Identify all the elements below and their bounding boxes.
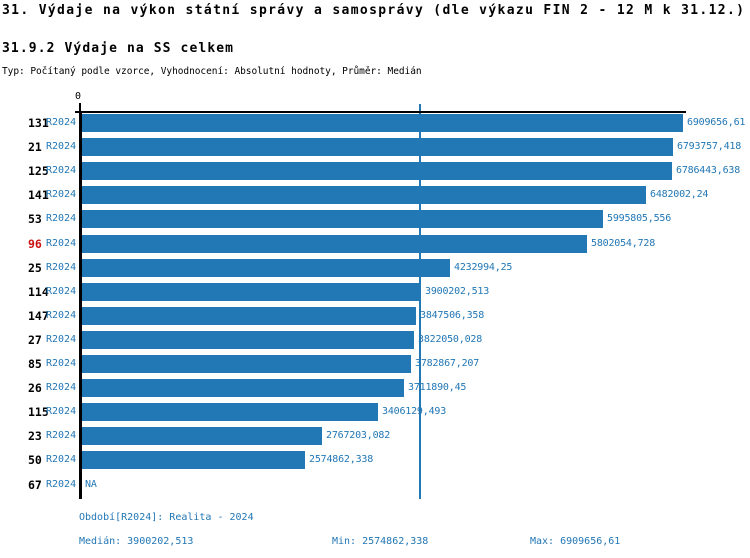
chart-row: 96 R2024 5802054,728 — [0, 234, 750, 253]
row-category-label: 50 — [28, 453, 42, 468]
bar-value-label: 3822050,028 — [418, 333, 483, 345]
bar — [81, 306, 416, 325]
footer-median-value: Medián: 3900202,513 — [79, 536, 194, 547]
bar — [81, 451, 305, 470]
row-period-label: R2024 — [46, 237, 77, 249]
row-period-label: R2024 — [46, 382, 77, 394]
row-period-label: R2024 — [46, 454, 77, 466]
bar-value-label: 3711890,45 — [408, 382, 467, 394]
row-category-label: 131 — [28, 116, 49, 130]
bar-value-label: 4232994,25 — [454, 261, 513, 273]
row-category-label: 141 — [28, 188, 49, 203]
row-period-label: R2024 — [46, 213, 77, 225]
bar-value-label: 3900202,513 — [425, 285, 490, 297]
chart-row: 53 R2024 5995805,556 — [0, 210, 750, 229]
bar — [81, 114, 683, 132]
row-category-label: 26 — [28, 381, 42, 396]
row-category-label: 21 — [28, 140, 42, 155]
chart-subtitle: 31.9.2 Výdaje na SS celkem — [2, 41, 235, 56]
chart-row: 125 R2024 6786443,638 — [0, 162, 750, 181]
row-period-label: R2024 — [46, 189, 77, 201]
chart-row: 85 R2024 3782867,207 — [0, 355, 750, 373]
row-period-label: R2024 — [46, 117, 77, 128]
chart-row: 23 R2024 2767203,082 — [0, 427, 750, 446]
bar-value-label: 5802054,728 — [591, 237, 656, 249]
chart-row: 27 R2024 3822050,028 — [0, 330, 750, 349]
bar — [81, 282, 421, 301]
bar-value-label: 5995805,556 — [607, 213, 672, 225]
chart-meta-line: Typ: Počítaný podle vzorce, Vyhodnocení:… — [2, 66, 422, 77]
median-reference-line — [419, 104, 421, 499]
bar-value-label: 3782867,207 — [415, 358, 480, 369]
chart-row: 26 R2024 3711890,45 — [0, 379, 750, 398]
bar-value-label: NA — [85, 478, 97, 490]
bar-value-label: 6786443,638 — [676, 165, 741, 177]
x-axis-zero-tick — [79, 103, 81, 111]
row-category-label: 147 — [28, 308, 49, 323]
bar — [81, 210, 603, 229]
chart-row: 67 R2024 NA — [0, 476, 750, 494]
row-period-label: R2024 — [46, 261, 77, 273]
row-category-label: 53 — [28, 212, 42, 227]
row-category-label: 25 — [28, 260, 42, 275]
row-period-label: R2024 — [46, 141, 77, 153]
page-title: 31. Výdaje na výkon státní správy a samo… — [2, 3, 746, 18]
row-category-label: 67 — [28, 477, 42, 492]
chart-row: 50 R2024 2574862,338 — [0, 451, 750, 470]
row-category-label: 85 — [28, 357, 42, 371]
bar — [81, 427, 322, 446]
x-axis-zero-label: 0 — [75, 91, 82, 102]
bar — [81, 186, 646, 205]
row-category-label: 27 — [28, 332, 42, 347]
x-axis-line — [75, 111, 686, 113]
chart-row: 114 R2024 3900202,513 — [0, 282, 750, 301]
row-category-label: 23 — [28, 429, 42, 444]
bar — [81, 403, 378, 422]
bar-value-label: 2574862,338 — [309, 454, 374, 466]
row-period-label: R2024 — [46, 406, 77, 418]
row-period-label: R2024 — [46, 165, 77, 177]
row-period-label: R2024 — [46, 430, 77, 442]
row-period-label: R2024 — [46, 478, 77, 490]
bar — [81, 355, 411, 373]
bar-value-label: 2767203,082 — [326, 430, 391, 442]
bar — [81, 330, 414, 349]
row-period-label: R2024 — [46, 309, 77, 321]
bar — [81, 162, 672, 181]
row-category-label: 96 — [28, 236, 42, 251]
row-category-label: 125 — [28, 164, 49, 179]
chart-row: 141 R2024 6482002,24 — [0, 186, 750, 205]
row-category-label: 114 — [28, 284, 49, 299]
bar-value-label: 6482002,24 — [650, 189, 709, 201]
bar-value-label: 3847506,358 — [420, 309, 485, 321]
row-period-label: R2024 — [46, 358, 77, 369]
bar — [81, 379, 404, 398]
row-category-label: 115 — [28, 405, 49, 420]
footer-min-value: Min: 2574862,338 — [332, 536, 429, 547]
chart-row: 21 R2024 6793757,418 — [0, 138, 750, 157]
bar — [81, 138, 673, 157]
chart-row: 147 R2024 3847506,358 — [0, 306, 750, 325]
row-period-label: R2024 — [46, 285, 77, 297]
y-axis-line — [79, 111, 82, 499]
bar-value-label: 3406129,493 — [382, 406, 447, 418]
chart-row: 115 R2024 3406129,493 — [0, 403, 750, 422]
chart-row: 25 R2024 4232994,25 — [0, 258, 750, 277]
bar — [81, 258, 450, 277]
bar-value-label: 6793757,418 — [677, 141, 742, 153]
row-period-label: R2024 — [46, 333, 77, 345]
footer-period-label: Období[R2024]: Realita - 2024 — [79, 512, 254, 523]
footer-max-value: Max: 6909656,61 — [530, 536, 621, 547]
bar — [81, 234, 587, 253]
bar-value-label: 6909656,61 — [687, 117, 746, 128]
chart-row: 131 R2024 6909656,61 — [0, 114, 750, 132]
